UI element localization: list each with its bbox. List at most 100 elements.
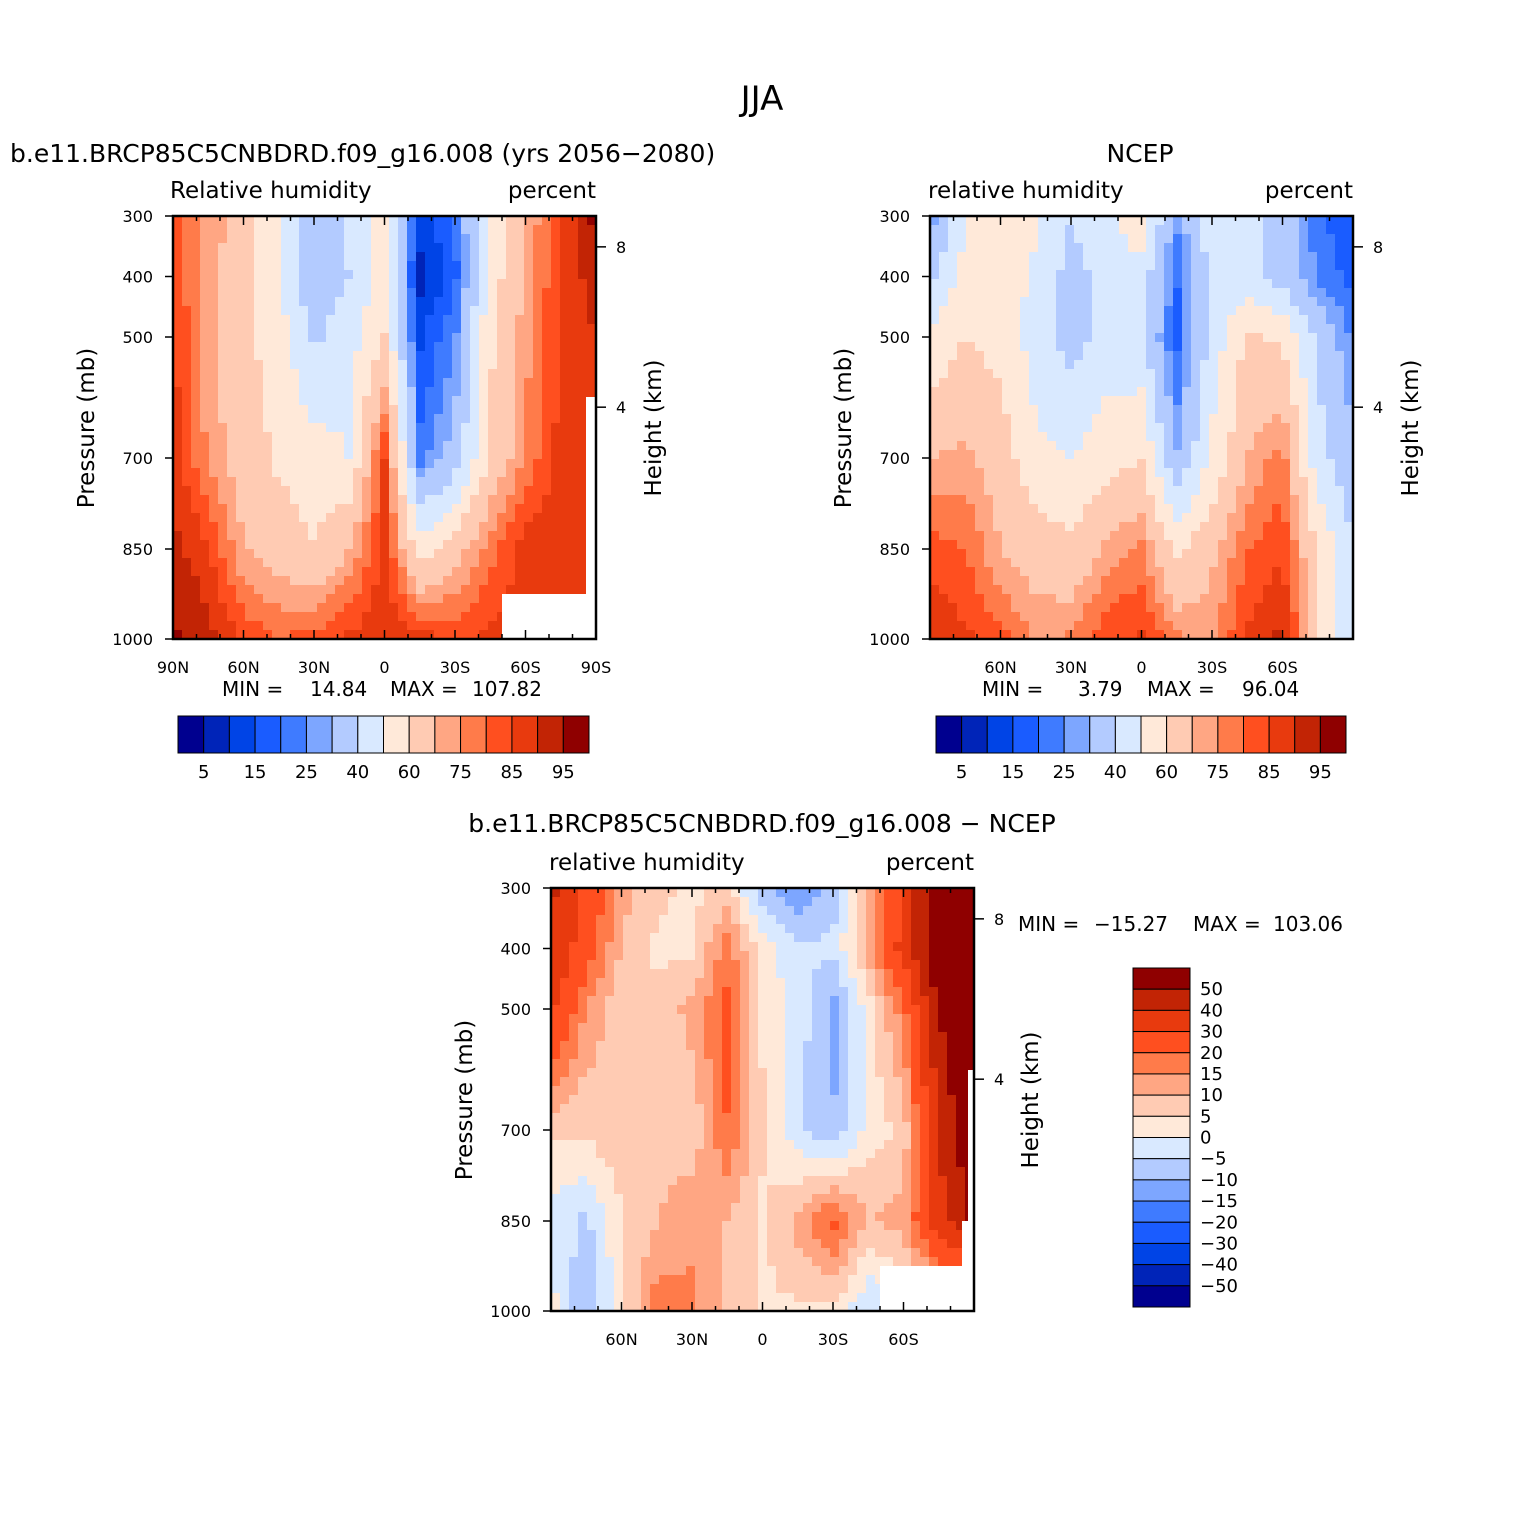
field-cell	[560, 288, 570, 298]
field-cell	[245, 279, 255, 289]
field-cell	[1020, 405, 1030, 415]
field-cell	[1281, 576, 1291, 586]
field-cell	[993, 450, 1003, 460]
field-cell	[290, 252, 300, 262]
field-cell	[1227, 486, 1237, 496]
field-cell	[930, 477, 940, 487]
field-cell	[191, 450, 201, 460]
field-cell	[957, 450, 967, 460]
field-cell	[335, 351, 345, 361]
field-cell	[371, 603, 381, 613]
field-cell	[416, 585, 426, 595]
field-cell	[1299, 477, 1309, 487]
field-cell	[200, 630, 210, 640]
field-cell	[524, 324, 534, 334]
field-cell	[1029, 288, 1039, 298]
field-cell	[939, 585, 949, 595]
field-cell	[911, 951, 921, 961]
field-cell	[1200, 594, 1210, 604]
field-cell	[209, 306, 219, 316]
field-cell	[1263, 423, 1273, 433]
field-cell	[1146, 306, 1156, 316]
field-cell	[506, 297, 516, 307]
field-cell	[254, 270, 264, 280]
field-cell	[1119, 342, 1129, 352]
field-cell	[1245, 477, 1255, 487]
field-cell	[533, 531, 543, 541]
field-cell	[641, 888, 651, 898]
field-cell	[948, 288, 958, 298]
field-cell	[524, 351, 534, 361]
field-cell	[569, 306, 579, 316]
field-cell	[1083, 279, 1093, 289]
field-cell	[470, 342, 480, 352]
field-cell	[560, 540, 570, 550]
field-cell	[569, 234, 579, 244]
field-cell	[569, 270, 579, 280]
field-cell	[920, 897, 930, 907]
field-cell	[200, 369, 210, 379]
field-cell	[857, 951, 867, 961]
field-cell	[191, 603, 201, 613]
field-cell	[299, 540, 309, 550]
field-cell	[1236, 558, 1246, 568]
field-cell	[452, 468, 462, 478]
field-cell	[362, 594, 372, 604]
field-cell	[506, 225, 516, 235]
field-cell	[443, 333, 453, 343]
field-cell	[317, 630, 327, 640]
field-cell	[326, 288, 336, 298]
field-cell	[299, 360, 309, 370]
field-cell	[1092, 297, 1102, 307]
field-cell	[434, 378, 444, 388]
field-cell	[569, 252, 579, 262]
field-cell	[416, 414, 426, 424]
field-cell	[1029, 540, 1039, 550]
colorbar-swatch	[1038, 715, 1065, 754]
field-cell	[371, 225, 381, 235]
field-cell	[272, 486, 282, 496]
field-cell	[389, 522, 399, 532]
field-cell	[1227, 225, 1237, 235]
field-cell	[191, 252, 201, 262]
field-cell	[1272, 252, 1282, 262]
field-cell	[1056, 270, 1066, 280]
field-cell	[966, 324, 976, 334]
field-cell	[1326, 306, 1336, 316]
field-cell	[1074, 504, 1084, 514]
field-cell	[1155, 378, 1165, 388]
field-cell	[245, 288, 255, 298]
field-cell	[957, 279, 967, 289]
field-cell	[461, 234, 471, 244]
field-cell	[245, 396, 255, 406]
field-cell	[1164, 576, 1174, 586]
field-cell	[434, 369, 444, 379]
field-cell	[821, 924, 831, 934]
field-cell	[1326, 486, 1336, 496]
field-cell	[1002, 279, 1012, 289]
field-cell	[218, 261, 228, 271]
field-cell	[1020, 378, 1030, 388]
field-cell	[930, 576, 940, 586]
field-cell	[1038, 576, 1048, 586]
field-cell	[1038, 396, 1048, 406]
field-cell	[1155, 234, 1165, 244]
field-cell	[263, 387, 273, 397]
field-cell	[1146, 378, 1156, 388]
field-cell	[1164, 342, 1174, 352]
field-cell	[1272, 531, 1282, 541]
field-cell	[470, 225, 480, 235]
field-cell	[1101, 315, 1111, 325]
field-cell	[1317, 567, 1327, 577]
field-cell	[1074, 405, 1084, 415]
field-cell	[281, 306, 291, 316]
field-cell	[191, 459, 201, 469]
field-cell	[1101, 261, 1111, 271]
field-cell	[1110, 306, 1120, 316]
field-cell	[1218, 630, 1228, 640]
field-cell	[1209, 549, 1219, 559]
field-cell	[767, 933, 777, 943]
field-cell	[984, 369, 994, 379]
field-cell	[470, 306, 480, 316]
field-cell	[1047, 270, 1057, 280]
